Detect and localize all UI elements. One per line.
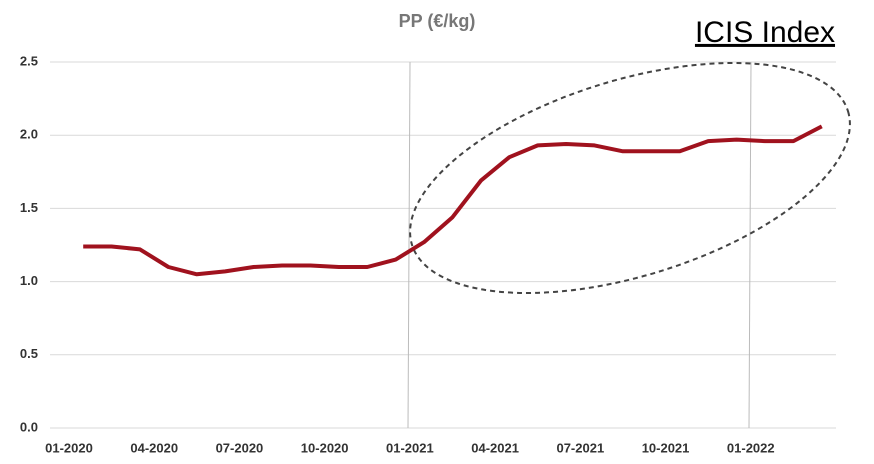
x-tick-label: 07-2021 <box>556 440 604 455</box>
x-tick-label: 04-2020 <box>130 440 178 455</box>
highlight-ellipse <box>409 61 851 295</box>
y-tick-label: 2.0 <box>20 127 38 142</box>
annotation: ICIS Index <box>695 16 835 49</box>
divider <box>748 61 752 429</box>
y-tick-label: 2.5 <box>20 53 38 68</box>
y-tick-label: 0.5 <box>20 346 38 361</box>
x-tick-label: 01-2022 <box>727 440 775 455</box>
y-tick-label: 1.5 <box>20 200 38 215</box>
y-tick-label: 0.0 <box>20 419 38 434</box>
x-tick-label: 01-2020 <box>45 440 93 455</box>
chart-title: PP (€/kg) <box>399 11 476 31</box>
series-line <box>83 124 823 277</box>
x-tick-label: 07-2020 <box>216 440 264 455</box>
x-tick-label: 01-2021 <box>386 440 434 455</box>
x-tick-label: 10-2020 <box>301 440 349 455</box>
divider <box>407 61 411 429</box>
x-tick-label: 04-2021 <box>471 440 519 455</box>
y-tick-label: 1.0 <box>20 273 38 288</box>
x-tick-label: 10-2021 <box>642 440 690 455</box>
